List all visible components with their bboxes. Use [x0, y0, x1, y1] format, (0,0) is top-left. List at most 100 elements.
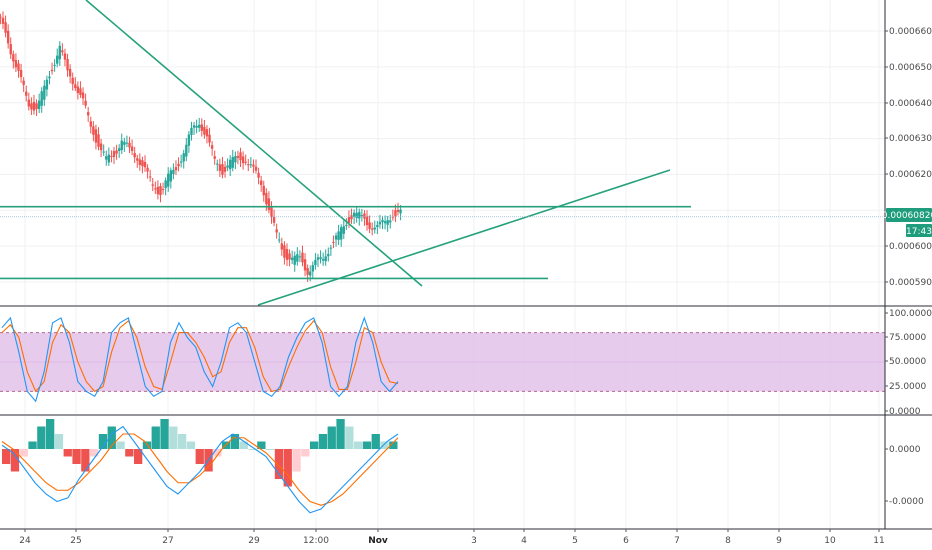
- price-tick-label: 0.00064000: [889, 99, 932, 109]
- macd-panel[interactable]: [1, 419, 399, 514]
- macd-tick-label: 0.0000: [889, 445, 921, 455]
- candle-body-up: [345, 224, 348, 226]
- candle-body-down: [280, 243, 284, 250]
- countdown-label: 17:43: [906, 227, 932, 237]
- candle-body-down: [32, 101, 36, 111]
- candle-body-down: [368, 222, 371, 229]
- candle-body-up: [226, 165, 229, 168]
- macd-axis[interactable]: 0.0000 -0.0000: [885, 445, 924, 507]
- macd-hist-bar-positive: [266, 449, 275, 450]
- candle-body-down: [4, 22, 7, 33]
- macd-hist-bar-negative: [19, 449, 28, 457]
- macd-hist-bar-positive: [257, 441, 266, 449]
- candle-body-up: [298, 256, 302, 258]
- candle-body-down: [156, 186, 160, 195]
- candle-body-down: [213, 156, 216, 159]
- candle-body-down: [12, 54, 15, 62]
- candle-body-down: [306, 268, 309, 275]
- candle-body-up: [105, 156, 108, 160]
- candle-body-down: [1, 17, 5, 24]
- candle-body-down: [247, 164, 250, 166]
- candle-body-down: [17, 63, 20, 71]
- candle-body-up: [352, 212, 356, 217]
- candle-body-down: [25, 91, 28, 96]
- candle-body-up: [334, 235, 338, 240]
- macd-hist-bar-positive: [318, 434, 328, 449]
- candle-body-down: [200, 124, 203, 131]
- candle-body-up: [195, 125, 198, 128]
- candle-body-down: [174, 167, 178, 171]
- macd-signal-line: [1, 433, 399, 506]
- candle-body-up: [228, 159, 232, 170]
- time-tick-label: 10: [824, 536, 836, 546]
- candle-body-down: [262, 185, 265, 196]
- candle-body-up: [234, 156, 237, 163]
- candle-body-down: [370, 228, 374, 230]
- candle-body-down: [275, 229, 278, 233]
- candle-body-up: [231, 157, 234, 168]
- macd-hist-bar-positive: [186, 441, 196, 449]
- candle-body-down: [115, 150, 118, 154]
- price-tick-label: 0.00059000: [889, 278, 932, 288]
- candle-body-up: [360, 215, 364, 217]
- candle-body-up: [381, 219, 384, 223]
- time-tick-label: 24: [19, 536, 31, 546]
- candle-body-up: [123, 141, 126, 145]
- macd-hist-bar-positive: [28, 441, 37, 449]
- candle-body-up: [187, 134, 191, 146]
- time-tick-label: 4: [521, 536, 527, 546]
- candle-body-up: [198, 124, 201, 128]
- macd-hist-bar-positive: [98, 434, 108, 449]
- stoch-tick-label: 25.0000: [889, 382, 926, 392]
- time-tick-label: 8: [725, 536, 731, 546]
- candle-body-up: [48, 76, 51, 79]
- panel-frame: [0, 0, 932, 530]
- stochastic-panel[interactable]: [0, 316, 885, 403]
- macd-hist-bar-negative: [63, 449, 72, 457]
- candle-body-up: [327, 253, 330, 257]
- stoch-k-line: [1, 316, 399, 403]
- candle-body-up: [321, 258, 325, 261]
- candle-body-down: [272, 216, 276, 223]
- macd-hist-bar-positive: [239, 441, 248, 449]
- candle-body-up: [340, 227, 343, 240]
- candle-body-up: [319, 257, 322, 259]
- time-tick-label: 11: [873, 536, 884, 546]
- candle-body-up: [53, 64, 56, 66]
- candle-body-down: [146, 167, 149, 172]
- candle-body-down: [218, 164, 222, 171]
- candle-body-down: [365, 216, 369, 226]
- candle-body-up: [316, 257, 320, 260]
- macd-hist-bar-positive: [46, 419, 55, 449]
- candle-body-down: [154, 188, 157, 190]
- price-panel[interactable]: [0, 0, 885, 306]
- macd-hist-bar-positive: [336, 419, 345, 449]
- macd-hist-bar-positive: [310, 441, 319, 449]
- candle-body-up: [324, 256, 327, 262]
- candle-body-down: [112, 151, 116, 157]
- candle-body-up: [376, 224, 379, 228]
- time-tick-label: 27: [162, 536, 173, 546]
- macd-hist-bar-negative: [274, 449, 284, 479]
- time-axis[interactable]: 24 25 27 29 12:00 Nov 3 4 5 6 7 8 9 10 11: [19, 529, 885, 546]
- candle-body-up: [58, 45, 61, 60]
- macd-hist-bar-negative: [81, 449, 90, 472]
- stoch-axis[interactable]: 100.0000 75.0000 50.0000 25.0000 0.0000: [885, 309, 932, 417]
- candle-body-up: [179, 161, 183, 163]
- drawn-trendlines[interactable]: [0, 0, 691, 306]
- price-axis[interactable]: 0.00066000 0.00065000 0.00064000 0.00063000…: [885, 27, 932, 288]
- time-tick-label: 9: [776, 536, 782, 546]
- candle-body-down: [61, 50, 64, 53]
- macd-hist-bar-negative: [195, 449, 204, 464]
- time-tick-label: 3: [471, 536, 477, 546]
- candle-body-up: [290, 257, 294, 261]
- macd-hist-bar-positive: [230, 434, 240, 449]
- time-tick-label: 12:00: [303, 536, 329, 546]
- candle-body-down: [0, 16, 2, 18]
- candle-body-down: [9, 44, 12, 55]
- candle-body-down: [89, 121, 92, 127]
- candle-body-up: [278, 239, 281, 241]
- candle-body-up: [43, 85, 46, 100]
- candle-body-down: [205, 129, 209, 137]
